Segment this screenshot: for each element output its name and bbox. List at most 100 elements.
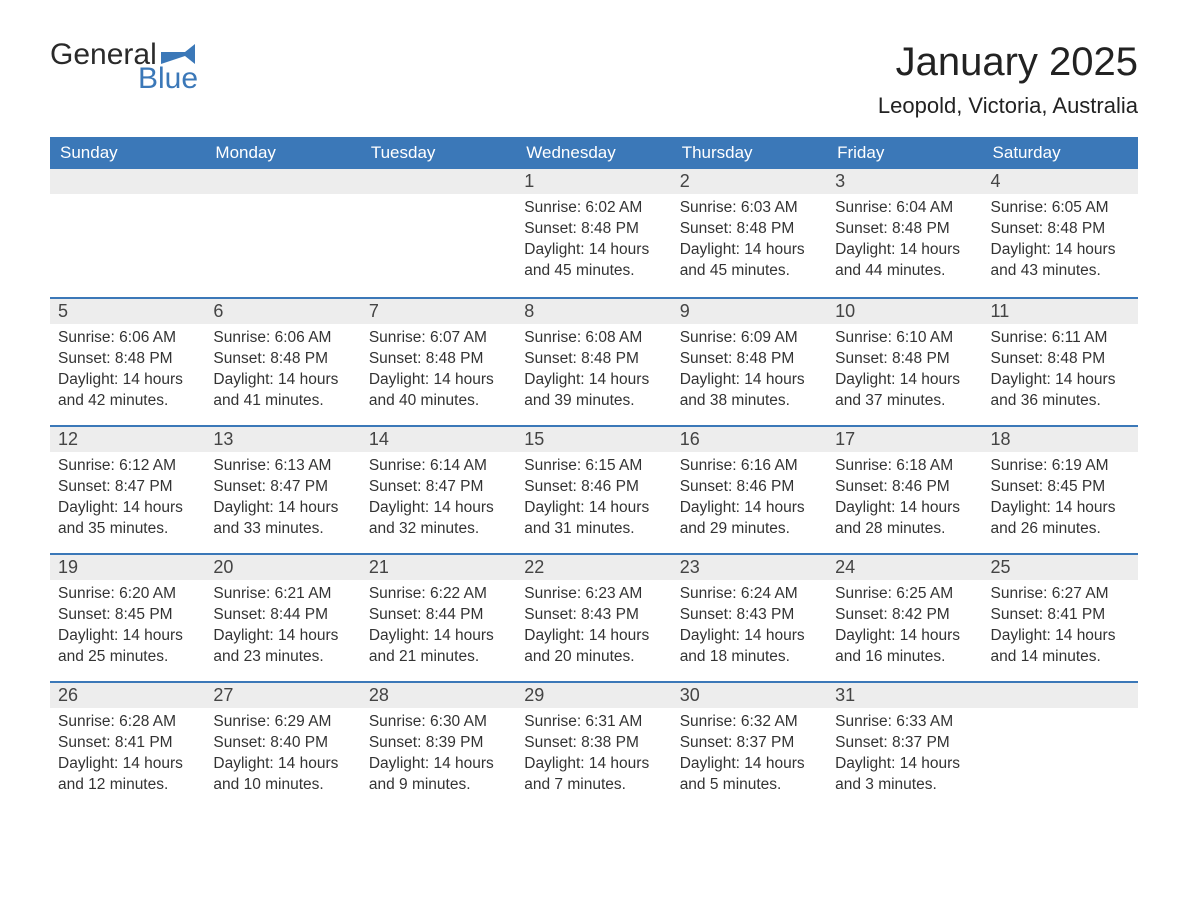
sunrise-text: Sunrise: 6:20 AM <box>58 584 197 605</box>
calendar-cell <box>50 169 205 297</box>
calendar-cell: 23Sunrise: 6:24 AMSunset: 8:43 PMDayligh… <box>672 553 827 681</box>
daylight-text: Daylight: 14 hours and 36 minutes. <box>991 370 1130 412</box>
calendar-week: 5Sunrise: 6:06 AMSunset: 8:48 PMDaylight… <box>50 297 1138 425</box>
sunrise-text: Sunrise: 6:04 AM <box>835 198 974 219</box>
daylight-text: Daylight: 14 hours and 26 minutes. <box>991 498 1130 540</box>
day-body: Sunrise: 6:33 AMSunset: 8:37 PMDaylight:… <box>827 708 982 804</box>
daylight-text: Daylight: 14 hours and 21 minutes. <box>369 626 508 668</box>
day-number: 10 <box>827 297 982 324</box>
day-number: 4 <box>983 169 1138 194</box>
day-body: Sunrise: 6:22 AMSunset: 8:44 PMDaylight:… <box>361 580 516 676</box>
day-body: Sunrise: 6:08 AMSunset: 8:48 PMDaylight:… <box>516 324 671 420</box>
calendar-week: 26Sunrise: 6:28 AMSunset: 8:41 PMDayligh… <box>50 681 1138 809</box>
daylight-text: Daylight: 14 hours and 39 minutes. <box>524 370 663 412</box>
month-title: January 2025 <box>878 40 1138 85</box>
sunrise-text: Sunrise: 6:18 AM <box>835 456 974 477</box>
calendar-cell: 3Sunrise: 6:04 AMSunset: 8:48 PMDaylight… <box>827 169 982 297</box>
sunrise-text: Sunrise: 6:19 AM <box>991 456 1130 477</box>
calendar-cell: 30Sunrise: 6:32 AMSunset: 8:37 PMDayligh… <box>672 681 827 809</box>
day-body: Sunrise: 6:24 AMSunset: 8:43 PMDaylight:… <box>672 580 827 676</box>
calendar-cell: 2Sunrise: 6:03 AMSunset: 8:48 PMDaylight… <box>672 169 827 297</box>
calendar-cell <box>361 169 516 297</box>
sunset-text: Sunset: 8:37 PM <box>680 733 819 754</box>
calendar-week: 1Sunrise: 6:02 AMSunset: 8:48 PMDaylight… <box>50 169 1138 297</box>
sunrise-text: Sunrise: 6:16 AM <box>680 456 819 477</box>
sunrise-text: Sunrise: 6:30 AM <box>369 712 508 733</box>
daylight-text: Daylight: 14 hours and 45 minutes. <box>524 240 663 282</box>
sunset-text: Sunset: 8:48 PM <box>991 349 1130 370</box>
daylight-text: Daylight: 14 hours and 37 minutes. <box>835 370 974 412</box>
sunset-text: Sunset: 8:37 PM <box>835 733 974 754</box>
title-block: January 2025 Leopold, Victoria, Australi… <box>878 40 1138 119</box>
day-body: Sunrise: 6:05 AMSunset: 8:48 PMDaylight:… <box>983 194 1138 290</box>
day-number: 17 <box>827 425 982 452</box>
sunrise-text: Sunrise: 6:24 AM <box>680 584 819 605</box>
calendar-cell: 1Sunrise: 6:02 AMSunset: 8:48 PMDaylight… <box>516 169 671 297</box>
calendar-cell: 11Sunrise: 6:11 AMSunset: 8:48 PMDayligh… <box>983 297 1138 425</box>
day-number: 25 <box>983 553 1138 580</box>
sunset-text: Sunset: 8:48 PM <box>835 219 974 240</box>
calendar-cell: 25Sunrise: 6:27 AMSunset: 8:41 PMDayligh… <box>983 553 1138 681</box>
day-body: Sunrise: 6:25 AMSunset: 8:42 PMDaylight:… <box>827 580 982 676</box>
day-body: Sunrise: 6:28 AMSunset: 8:41 PMDaylight:… <box>50 708 205 804</box>
sunset-text: Sunset: 8:48 PM <box>524 349 663 370</box>
sunrise-text: Sunrise: 6:02 AM <box>524 198 663 219</box>
calendar-cell: 12Sunrise: 6:12 AMSunset: 8:47 PMDayligh… <box>50 425 205 553</box>
day-number: 28 <box>361 681 516 708</box>
daylight-text: Daylight: 14 hours and 28 minutes. <box>835 498 974 540</box>
day-body: Sunrise: 6:19 AMSunset: 8:45 PMDaylight:… <box>983 452 1138 548</box>
calendar-cell: 24Sunrise: 6:25 AMSunset: 8:42 PMDayligh… <box>827 553 982 681</box>
daylight-text: Daylight: 14 hours and 20 minutes. <box>524 626 663 668</box>
day-header: Tuesday <box>361 137 516 169</box>
sunset-text: Sunset: 8:48 PM <box>58 349 197 370</box>
calendar-cell: 29Sunrise: 6:31 AMSunset: 8:38 PMDayligh… <box>516 681 671 809</box>
day-number: 30 <box>672 681 827 708</box>
day-body <box>361 194 516 206</box>
day-header: Saturday <box>983 137 1138 169</box>
calendar-cell: 21Sunrise: 6:22 AMSunset: 8:44 PMDayligh… <box>361 553 516 681</box>
day-body: Sunrise: 6:30 AMSunset: 8:39 PMDaylight:… <box>361 708 516 804</box>
calendar-week: 12Sunrise: 6:12 AMSunset: 8:47 PMDayligh… <box>50 425 1138 553</box>
day-number: 21 <box>361 553 516 580</box>
calendar-cell: 14Sunrise: 6:14 AMSunset: 8:47 PMDayligh… <box>361 425 516 553</box>
sunset-text: Sunset: 8:46 PM <box>835 477 974 498</box>
calendar-cell: 4Sunrise: 6:05 AMSunset: 8:48 PMDaylight… <box>983 169 1138 297</box>
flag-icon <box>161 44 195 64</box>
daylight-text: Daylight: 14 hours and 44 minutes. <box>835 240 974 282</box>
day-body: Sunrise: 6:23 AMSunset: 8:43 PMDaylight:… <box>516 580 671 676</box>
day-number: 13 <box>205 425 360 452</box>
day-number <box>50 169 205 194</box>
calendar-cell: 18Sunrise: 6:19 AMSunset: 8:45 PMDayligh… <box>983 425 1138 553</box>
sunrise-text: Sunrise: 6:25 AM <box>835 584 974 605</box>
logo-word2: Blue <box>138 64 198 94</box>
day-body: Sunrise: 6:06 AMSunset: 8:48 PMDaylight:… <box>205 324 360 420</box>
day-header: Monday <box>205 137 360 169</box>
daylight-text: Daylight: 14 hours and 33 minutes. <box>213 498 352 540</box>
logo: General Blue <box>50 40 198 94</box>
sunset-text: Sunset: 8:48 PM <box>835 349 974 370</box>
sunset-text: Sunset: 8:42 PM <box>835 605 974 626</box>
day-body: Sunrise: 6:07 AMSunset: 8:48 PMDaylight:… <box>361 324 516 420</box>
day-body: Sunrise: 6:09 AMSunset: 8:48 PMDaylight:… <box>672 324 827 420</box>
sunset-text: Sunset: 8:40 PM <box>213 733 352 754</box>
day-header: Thursday <box>672 137 827 169</box>
daylight-text: Daylight: 14 hours and 40 minutes. <box>369 370 508 412</box>
calendar-cell <box>205 169 360 297</box>
sunset-text: Sunset: 8:44 PM <box>369 605 508 626</box>
daylight-text: Daylight: 14 hours and 31 minutes. <box>524 498 663 540</box>
sunrise-text: Sunrise: 6:33 AM <box>835 712 974 733</box>
day-body: Sunrise: 6:15 AMSunset: 8:46 PMDaylight:… <box>516 452 671 548</box>
calendar-cell: 16Sunrise: 6:16 AMSunset: 8:46 PMDayligh… <box>672 425 827 553</box>
day-number: 2 <box>672 169 827 194</box>
sunrise-text: Sunrise: 6:06 AM <box>58 328 197 349</box>
day-number: 20 <box>205 553 360 580</box>
sunset-text: Sunset: 8:46 PM <box>524 477 663 498</box>
location: Leopold, Victoria, Australia <box>878 93 1138 119</box>
sunset-text: Sunset: 8:48 PM <box>524 219 663 240</box>
day-body: Sunrise: 6:29 AMSunset: 8:40 PMDaylight:… <box>205 708 360 804</box>
sunrise-text: Sunrise: 6:21 AM <box>213 584 352 605</box>
day-body: Sunrise: 6:31 AMSunset: 8:38 PMDaylight:… <box>516 708 671 804</box>
calendar-week: 19Sunrise: 6:20 AMSunset: 8:45 PMDayligh… <box>50 553 1138 681</box>
calendar-cell: 6Sunrise: 6:06 AMSunset: 8:48 PMDaylight… <box>205 297 360 425</box>
day-body: Sunrise: 6:11 AMSunset: 8:48 PMDaylight:… <box>983 324 1138 420</box>
